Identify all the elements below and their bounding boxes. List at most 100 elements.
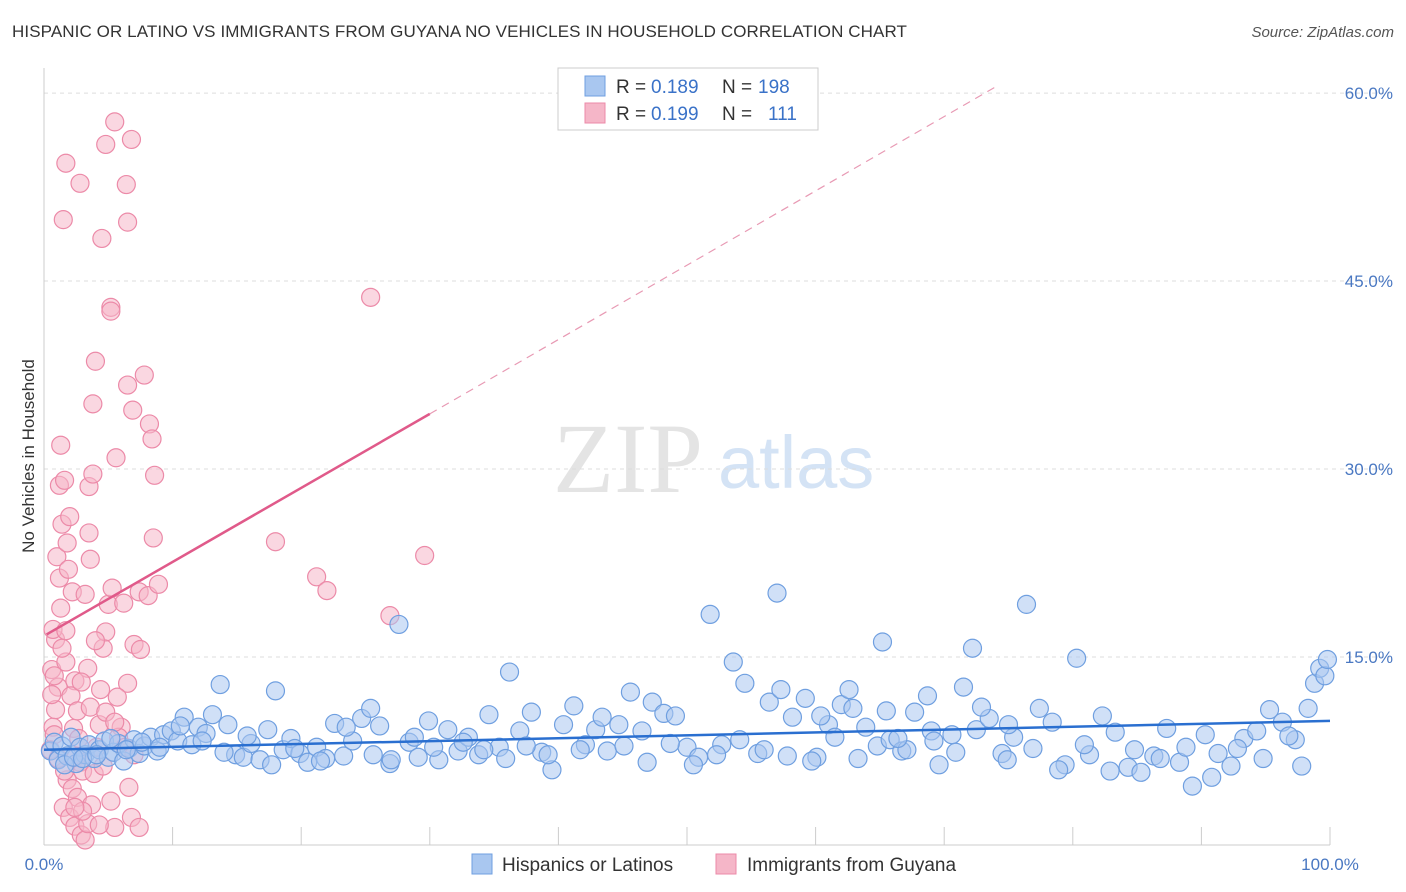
bottom-legend-swatch-hispanics (471, 853, 493, 875)
hispanics-point-159 (570, 740, 590, 760)
hispanics-point-144 (214, 742, 234, 762)
hispanics-point-125 (1247, 721, 1267, 741)
guyana-point-34 (75, 830, 95, 850)
trend-line-guyana-extension (429, 86, 996, 415)
hispanics-point-93 (843, 698, 863, 718)
guyana-point-72 (114, 593, 134, 613)
hispanics-point-145 (237, 726, 257, 746)
guyana-point-13 (54, 470, 75, 490)
hispanics-point-55 (418, 711, 439, 731)
guyana-point-55 (116, 174, 136, 195)
hispanics-point-162 (637, 752, 657, 772)
y-tick-labels: 15.0% 30.0% 45.0% 60.0% (1345, 84, 1393, 667)
hispanics-point-149 (336, 717, 356, 737)
legend-swatch-guyana (584, 102, 606, 124)
hispanics-point-194 (811, 706, 831, 726)
hispanics-point-146 (262, 755, 282, 775)
trend-lines (43, 86, 1331, 752)
hispanics-point-188 (1279, 726, 1299, 746)
guyana-point-49 (105, 112, 125, 132)
hispanics-point-176 (971, 697, 992, 717)
hispanics-point-179 (1049, 760, 1069, 780)
hispanics-point-81 (700, 604, 720, 625)
guyana-point-58 (101, 301, 121, 321)
guyana-point-16 (58, 559, 79, 579)
hispanics-point-169 (802, 751, 822, 771)
guyana-point-73 (148, 574, 169, 594)
hispanics-point-116 (1131, 762, 1151, 782)
hispanics-point-86 (759, 692, 779, 712)
source-label: Source: ZipAtlas.com (1251, 24, 1394, 41)
hispanics-point-163 (660, 733, 680, 754)
guyana-point-59 (134, 365, 154, 385)
guyana-point-106 (71, 672, 91, 692)
hispanics-point-153 (424, 737, 444, 757)
hispanics-point-88 (782, 707, 803, 727)
hispanics-point-138 (101, 728, 121, 749)
legend-r-value-1: 0.189 (651, 77, 699, 98)
hispanics-point-133 (1317, 649, 1338, 670)
hispanics-point-126 (1259, 700, 1280, 720)
hispanics-point-52 (389, 614, 409, 635)
hispanics-point-180 (1074, 735, 1094, 755)
hispanics-point-32 (218, 715, 238, 735)
hispanics-point-155 (474, 740, 494, 760)
legend-n-label-2: N = (722, 104, 752, 125)
hispanics-point-181 (1100, 761, 1120, 781)
hispanics-point-118 (1157, 718, 1177, 739)
hispanics-point-68 (553, 715, 574, 735)
guyana-point-53 (53, 210, 73, 230)
guyana-point-87 (89, 815, 109, 835)
guyana-point-63 (142, 429, 162, 449)
hispanics-point-74 (620, 682, 641, 702)
hispanics-point-87 (771, 679, 791, 700)
watermark-zip: ZIP (553, 403, 703, 514)
hispanics-point-168 (777, 746, 797, 766)
guyana-point-89 (65, 797, 85, 818)
hispanics-point-192 (962, 638, 983, 658)
hispanics-point-184 (1176, 737, 1196, 757)
hispanics-point-63 (499, 662, 520, 682)
hispanics-point-171 (848, 748, 868, 769)
guyana-point-57 (121, 129, 142, 150)
x-tick-label-min: 0.0% (25, 855, 64, 874)
hispanics-point-151 (381, 750, 401, 770)
hispanics-point-129 (1298, 698, 1318, 718)
guyana-point-76 (117, 673, 138, 693)
hispanics-point-197 (998, 715, 1019, 735)
hispanics-point-83 (723, 652, 743, 672)
hispanics-point-30 (202, 705, 223, 725)
hispanics-point-38 (265, 681, 286, 701)
guyana-point-54 (92, 228, 112, 249)
guyana-point-93 (42, 685, 62, 705)
guyana-point-60 (117, 375, 138, 395)
guyana-point-51 (56, 153, 76, 173)
legend-r-label-2: R = (616, 104, 646, 125)
guyana-point-7 (51, 598, 71, 618)
hispanics-point-102 (953, 677, 974, 697)
hispanics-point-177 (997, 750, 1017, 770)
hispanics-point-152 (404, 727, 424, 747)
hispanics-point-113 (1092, 706, 1112, 726)
trend-line-guyana (45, 412, 431, 636)
hispanics-point-57 (438, 720, 458, 740)
hispanics-point-107 (1016, 594, 1037, 614)
guyana-point-83 (101, 791, 121, 811)
hispanics-point-122 (1208, 743, 1228, 764)
hispanics-point-111 (1067, 648, 1087, 668)
hispanics-point-54 (408, 747, 428, 767)
hispanics-point-99 (917, 686, 938, 706)
hispanics-point-158 (538, 745, 558, 765)
guyana-point-50 (96, 134, 116, 155)
guyana-point-86 (129, 817, 149, 838)
chart-title: HISPANIC OR LATINO VS IMMIGRANTS FROM GU… (12, 22, 908, 41)
hispanics-point-123 (1221, 756, 1241, 776)
hispanics-point-76 (642, 692, 662, 712)
hispanics-point-164 (683, 755, 704, 775)
hispanics-point-137 (87, 745, 107, 765)
series-hispanics-points (40, 112, 435, 850)
hispanics-point-186 (1227, 738, 1248, 759)
guyana-point-65 (144, 465, 165, 485)
y-tick-label-15: 15.0% (1345, 648, 1393, 667)
